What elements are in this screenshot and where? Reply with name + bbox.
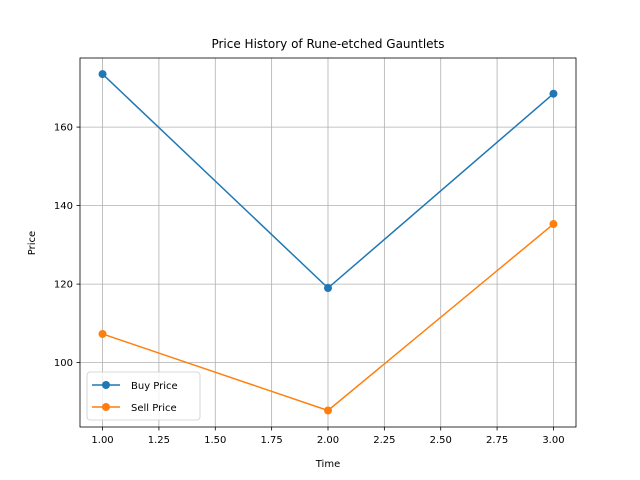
x-tick-label: 1.50	[204, 435, 226, 446]
y-axis-label: Price	[27, 231, 38, 255]
x-tick-label: 3.00	[542, 435, 564, 446]
legend-label-buy-price: Buy Price	[131, 381, 178, 392]
chart-title: Price History of Rune-etched Gauntlets	[211, 37, 444, 51]
data-point-sell-price	[98, 329, 107, 338]
series-layer	[98, 70, 558, 415]
y-tick-label: 160	[54, 123, 73, 134]
x-tick-label: 1.75	[261, 435, 283, 446]
x-tick-label: 1.25	[148, 435, 170, 446]
x-tick-label: 2.00	[317, 435, 339, 446]
y-tick-label: 140	[54, 201, 73, 212]
x-tick-label: 2.75	[486, 435, 508, 446]
legend-marker-sell-price	[102, 403, 110, 411]
y-axis: 100 120 140 160	[54, 123, 80, 369]
data-point-sell-price	[549, 220, 558, 229]
x-axis: 1.00 1.25 1.50 1.75 2.00 2.25 2.50 2.75 3.00	[91, 427, 565, 446]
data-point-buy-price	[549, 89, 558, 98]
data-point-buy-price	[98, 70, 107, 79]
x-tick-label: 1.00	[91, 435, 113, 446]
data-point-buy-price	[324, 284, 332, 293]
legend: Buy Price Sell Price	[86, 371, 201, 421]
legend-marker-buy-price	[102, 381, 110, 389]
legend-label-sell-price: Sell Price	[131, 403, 177, 414]
y-tick-label: 120	[54, 280, 73, 291]
x-tick-label: 2.25	[373, 435, 395, 446]
x-axis-label: Time	[315, 459, 340, 470]
legend-box	[86, 371, 201, 421]
x-tick-label: 2.50	[430, 435, 452, 446]
y-tick-label: 100	[54, 358, 73, 369]
data-point-sell-price	[324, 406, 332, 415]
